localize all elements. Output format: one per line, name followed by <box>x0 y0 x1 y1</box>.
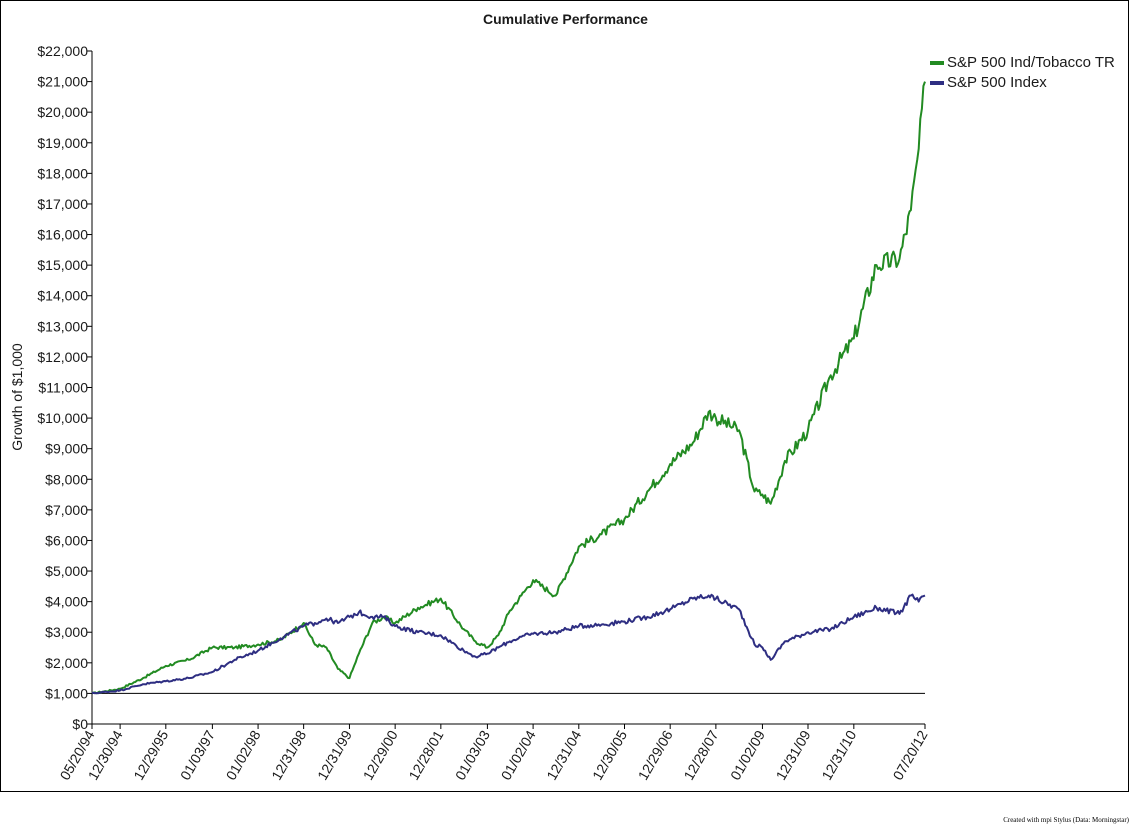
credit-text: Created with mpi Stylus (Data: Morningst… <box>1003 816 1129 824</box>
y-axis-label: Growth of $1,000 <box>9 343 25 451</box>
chart-title: Cumulative Performance <box>483 11 648 27</box>
y-axis-ticks: $0 $1,000 $2,000 $3,000 $4,000 $5,000 $6,000 $7… <box>37 43 925 732</box>
x-tick-label: 01/02/98 <box>223 727 264 782</box>
x-tick-label: 12/31/10 <box>818 727 859 782</box>
legend-label-sp500: S&P 500 Index <box>947 74 1047 91</box>
y-tick-label: $15,000 <box>37 257 88 273</box>
y-tick-label: $17,000 <box>37 196 88 212</box>
x-tick-label: 12/28/01 <box>405 727 446 782</box>
x-tick-label: 12/28/07 <box>680 727 721 782</box>
x-tick-label: 12/29/95 <box>130 727 171 782</box>
y-tick-label: $9,000 <box>45 441 88 457</box>
legend-swatch-tobacco <box>930 60 944 65</box>
y-tick-label: $14,000 <box>37 288 88 304</box>
y-tick-label: $20,000 <box>37 104 88 120</box>
legend-label-tobacco: S&P 500 Ind/Tobacco TR <box>947 54 1115 71</box>
x-tick-label: 12/31/98 <box>268 727 309 782</box>
x-tick-label: 01/03/03 <box>452 727 493 782</box>
y-tick-label: $11,000 <box>38 380 88 396</box>
y-tick-label: $5,000 <box>45 563 88 579</box>
x-tick-label: 12/29/00 <box>360 727 401 782</box>
x-tick-label: 12/30/05 <box>589 727 630 782</box>
y-tick-label: $13,000 <box>37 318 88 334</box>
y-tick-label: $0 <box>72 716 88 732</box>
y-tick-label: $21,000 <box>37 74 88 90</box>
y-tick-label: $12,000 <box>37 349 88 365</box>
x-tick-label: 12/31/04 <box>543 727 584 782</box>
series-lines <box>91 81 926 695</box>
x-tick-label: 07/20/12 <box>889 727 930 782</box>
x-tick-label: 12/31/09 <box>773 727 814 782</box>
x-tick-label: 01/02/09 <box>727 727 768 782</box>
y-tick-label: $4,000 <box>45 594 88 610</box>
x-tick-label: 12/31/99 <box>314 727 355 782</box>
y-tick-label: $19,000 <box>37 135 88 151</box>
y-tick-label: $18,000 <box>37 165 88 181</box>
x-tick-label: 12/29/06 <box>635 727 676 782</box>
y-tick-label: $22,000 <box>37 43 88 59</box>
x-tick-label: 01/02/04 <box>498 727 539 782</box>
y-tick-label: $2,000 <box>45 655 88 671</box>
y-tick-label: $6,000 <box>45 532 88 548</box>
y-tick-label: $1,000 <box>45 685 88 701</box>
series-line-sp500 <box>91 593 926 695</box>
x-tick-label: 01/03/97 <box>177 727 218 782</box>
legend-item-tobacco: S&P 500 Ind/Tobacco TR <box>930 54 1115 71</box>
legend-swatch-sp500 <box>930 80 944 85</box>
y-tick-label: $10,000 <box>37 410 88 426</box>
series-line-tobacco <box>91 81 926 695</box>
y-tick-label: $3,000 <box>45 624 88 640</box>
y-tick-label: $16,000 <box>37 227 88 243</box>
chart-frame <box>0 0 1129 792</box>
legend-item-sp500: S&P 500 Index <box>930 74 1047 91</box>
y-tick-label: $8,000 <box>45 471 88 487</box>
y-tick-label: $7,000 <box>45 502 88 518</box>
